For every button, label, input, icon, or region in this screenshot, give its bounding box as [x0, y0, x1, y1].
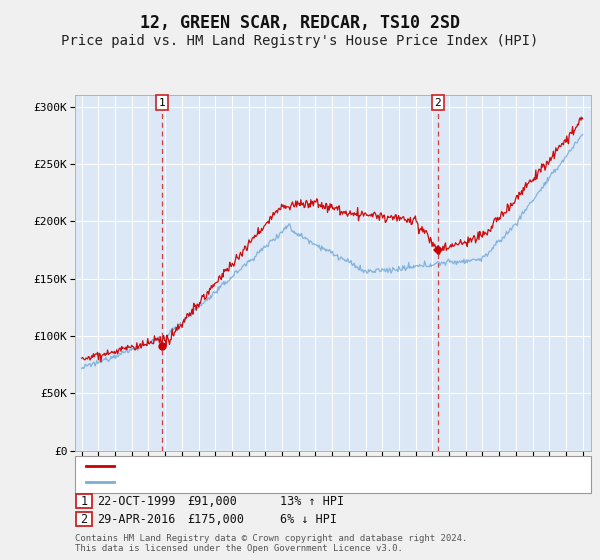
Text: 1: 1	[158, 97, 165, 108]
Text: Contains HM Land Registry data © Crown copyright and database right 2024.: Contains HM Land Registry data © Crown c…	[75, 534, 467, 543]
Text: 2: 2	[434, 97, 441, 108]
Text: 6% ↓ HPI: 6% ↓ HPI	[280, 512, 337, 526]
Text: This data is licensed under the Open Government Licence v3.0.: This data is licensed under the Open Gov…	[75, 544, 403, 553]
Text: 12, GREEN SCAR, REDCAR, TS10 2SD (detached house): 12, GREEN SCAR, REDCAR, TS10 2SD (detach…	[117, 461, 448, 471]
Text: 22-OCT-1999: 22-OCT-1999	[97, 494, 176, 508]
Text: 12, GREEN SCAR, REDCAR, TS10 2SD: 12, GREEN SCAR, REDCAR, TS10 2SD	[140, 14, 460, 32]
Text: 2: 2	[80, 512, 88, 526]
Text: £91,000: £91,000	[187, 494, 237, 508]
Text: 29-APR-2016: 29-APR-2016	[97, 512, 176, 526]
Text: 13% ↑ HPI: 13% ↑ HPI	[280, 494, 344, 508]
Text: £175,000: £175,000	[187, 512, 244, 526]
Text: Price paid vs. HM Land Registry's House Price Index (HPI): Price paid vs. HM Land Registry's House …	[61, 34, 539, 48]
Text: 1: 1	[80, 494, 88, 508]
Text: HPI: Average price, detached house, Redcar and Cleveland: HPI: Average price, detached house, Redc…	[117, 477, 495, 487]
